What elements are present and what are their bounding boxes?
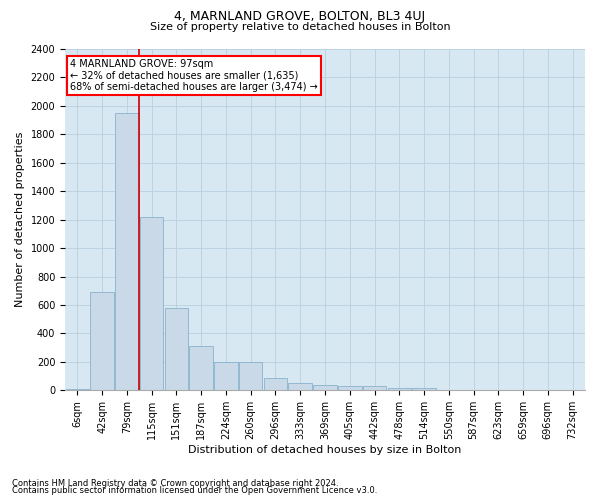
Bar	[363, 386, 386, 390]
Text: Contains HM Land Registry data © Crown copyright and database right 2024.: Contains HM Land Registry data © Crown c…	[12, 478, 338, 488]
Bar	[264, 378, 287, 390]
Bar	[313, 386, 337, 390]
Text: 4, MARNLAND GROVE, BOLTON, BL3 4UJ: 4, MARNLAND GROVE, BOLTON, BL3 4UJ	[175, 10, 425, 23]
Bar	[388, 388, 411, 390]
Text: Contains public sector information licensed under the Open Government Licence v3: Contains public sector information licen…	[12, 486, 377, 495]
Bar	[190, 346, 213, 391]
Bar	[338, 386, 362, 390]
X-axis label: Distribution of detached houses by size in Bolton: Distribution of detached houses by size …	[188, 445, 462, 455]
Bar	[91, 292, 114, 390]
Bar	[214, 362, 238, 390]
Bar	[239, 362, 262, 390]
Y-axis label: Number of detached properties: Number of detached properties	[15, 132, 25, 308]
Bar	[164, 308, 188, 390]
Bar	[412, 388, 436, 390]
Bar	[140, 217, 163, 390]
Bar	[65, 389, 89, 390]
Bar	[115, 113, 139, 390]
Text: 4 MARNLAND GROVE: 97sqm
← 32% of detached houses are smaller (1,635)
68% of semi: 4 MARNLAND GROVE: 97sqm ← 32% of detache…	[70, 59, 318, 92]
Text: Size of property relative to detached houses in Bolton: Size of property relative to detached ho…	[149, 22, 451, 32]
Bar	[289, 383, 312, 390]
